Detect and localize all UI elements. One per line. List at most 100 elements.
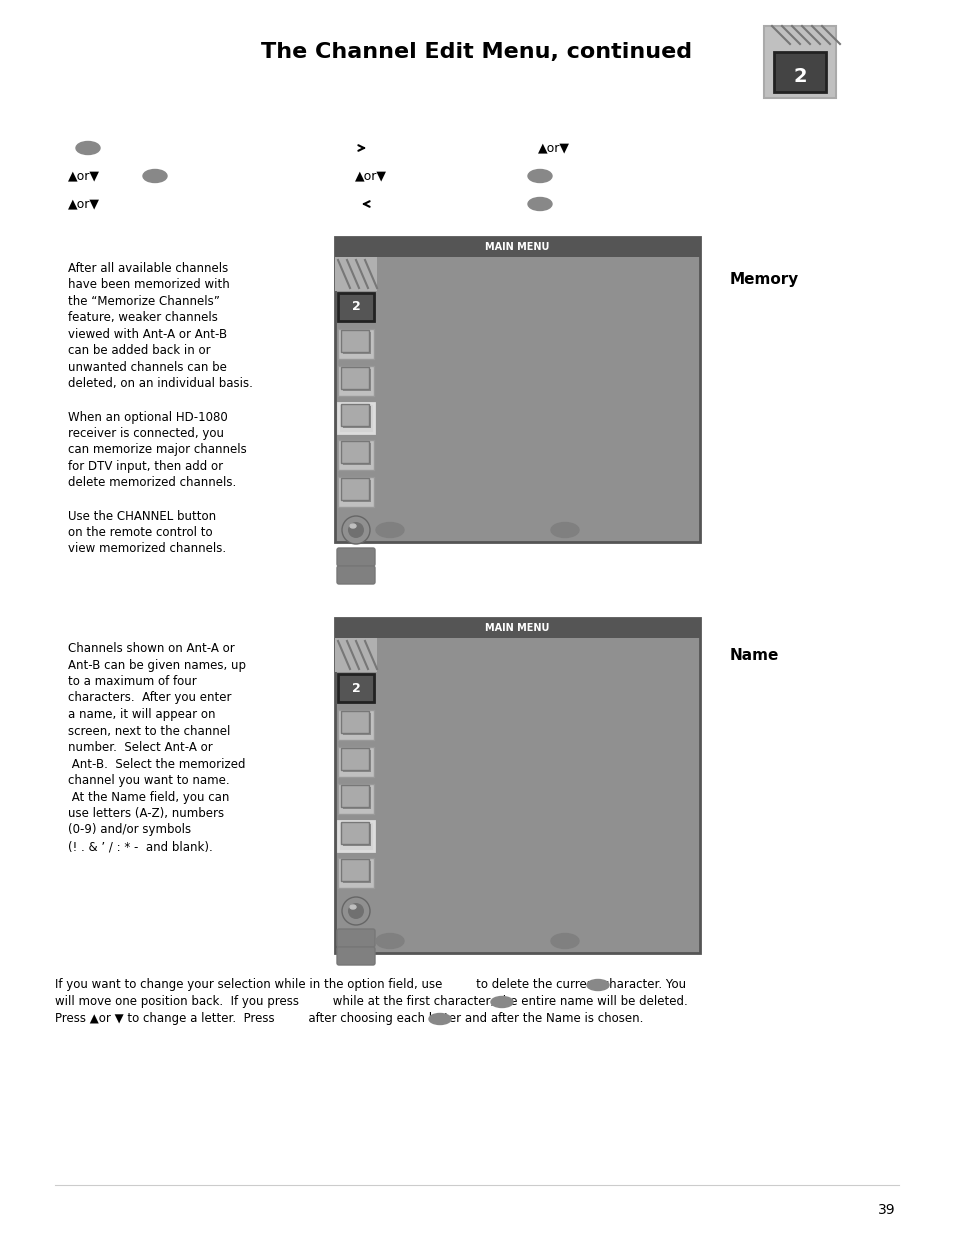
Bar: [340, 478, 369, 500]
Bar: [337, 858, 374, 888]
Ellipse shape: [350, 524, 355, 529]
Ellipse shape: [429, 1014, 451, 1025]
Text: have been memorized with: have been memorized with: [68, 279, 230, 291]
Bar: [335, 257, 376, 291]
Ellipse shape: [527, 198, 552, 210]
Text: can be added back in or: can be added back in or: [68, 345, 211, 357]
Bar: [337, 477, 374, 508]
FancyBboxPatch shape: [336, 947, 375, 965]
Bar: [340, 441, 369, 463]
Bar: [337, 747, 374, 777]
Bar: [343, 861, 371, 883]
Text: Channels shown on Ant-A or: Channels shown on Ant-A or: [68, 642, 234, 655]
Ellipse shape: [375, 934, 403, 948]
Text: receiver is connected, you: receiver is connected, you: [68, 427, 224, 440]
Bar: [343, 332, 371, 354]
Text: (! . & ’ / : * -  and blank).: (! . & ’ / : * - and blank).: [68, 840, 213, 853]
Text: feature, weaker channels: feature, weaker channels: [68, 311, 217, 325]
Text: for DTV input, then add or: for DTV input, then add or: [68, 459, 223, 473]
Text: unwanted channels can be: unwanted channels can be: [68, 361, 227, 374]
Ellipse shape: [350, 905, 355, 909]
Text: Ant-B.  Select the memorized: Ant-B. Select the memorized: [68, 757, 245, 771]
Bar: [337, 821, 374, 851]
Bar: [343, 369, 371, 391]
Bar: [340, 860, 369, 881]
Circle shape: [348, 522, 364, 538]
Ellipse shape: [143, 169, 167, 183]
Text: Name: Name: [729, 648, 779, 663]
Text: If you want to change your selection while in the option field, use         to d: If you want to change your selection whi…: [55, 978, 685, 990]
Text: viewed with Ant-A or Ant-B: viewed with Ant-A or Ant-B: [68, 329, 227, 341]
Bar: [337, 710, 374, 740]
Bar: [343, 787, 371, 809]
Text: the “Memorize Channels”: the “Memorize Channels”: [68, 295, 219, 308]
Bar: [337, 329, 374, 359]
Text: can memorize major channels: can memorize major channels: [68, 443, 247, 457]
Bar: [337, 674, 374, 701]
Bar: [337, 403, 374, 433]
Text: ▲or▼: ▲or▼: [537, 142, 569, 154]
Bar: [343, 480, 371, 501]
Text: will move one position back.  If you press         while at the first character,: will move one position back. If you pres…: [55, 995, 687, 1008]
Bar: [337, 366, 374, 396]
Text: ▲or▼: ▲or▼: [68, 198, 100, 210]
Text: a name, it will appear on: a name, it will appear on: [68, 708, 215, 721]
Ellipse shape: [551, 934, 578, 948]
Text: 2: 2: [352, 300, 360, 314]
Bar: [343, 824, 371, 846]
Text: At the Name field, you can: At the Name field, you can: [68, 790, 229, 804]
Ellipse shape: [527, 169, 552, 183]
Ellipse shape: [491, 997, 513, 1008]
FancyBboxPatch shape: [336, 548, 375, 566]
Bar: [335, 638, 376, 672]
Text: ▲or▼: ▲or▼: [355, 169, 387, 183]
Text: Press ▲or ▼ to change a letter.  Press         after choosing each letter and af: Press ▲or ▼ to change a letter. Press af…: [55, 1011, 642, 1025]
Bar: [340, 785, 369, 806]
Bar: [343, 713, 371, 735]
Bar: [337, 293, 374, 321]
Text: The Channel Edit Menu, continued: The Channel Edit Menu, continued: [261, 42, 692, 62]
Text: on the remote control to: on the remote control to: [68, 526, 213, 538]
Bar: [340, 404, 369, 426]
Text: number.  Select Ant-A or: number. Select Ant-A or: [68, 741, 213, 755]
Ellipse shape: [375, 522, 403, 537]
Bar: [340, 330, 369, 352]
Bar: [335, 237, 700, 542]
Text: screen, next to the channel: screen, next to the channel: [68, 725, 230, 737]
Bar: [335, 618, 700, 638]
Circle shape: [341, 897, 370, 925]
Bar: [337, 784, 374, 814]
Bar: [340, 823, 369, 844]
Ellipse shape: [76, 142, 100, 154]
Bar: [773, 52, 825, 91]
Text: deleted, on an individual basis.: deleted, on an individual basis.: [68, 378, 253, 390]
Text: 39: 39: [878, 1203, 895, 1216]
Text: channel you want to name.: channel you want to name.: [68, 774, 230, 787]
Text: to a maximum of four: to a maximum of four: [68, 676, 196, 688]
Bar: [340, 367, 369, 389]
FancyBboxPatch shape: [336, 929, 375, 947]
Bar: [335, 237, 700, 257]
Text: After all available channels: After all available channels: [68, 262, 228, 275]
Text: Use the CHANNEL button: Use the CHANNEL button: [68, 510, 216, 522]
Bar: [340, 711, 369, 734]
Ellipse shape: [551, 522, 578, 537]
Text: ▲or▼: ▲or▼: [68, 169, 100, 183]
Text: MAIN MENU: MAIN MENU: [485, 622, 549, 634]
Text: use letters (A-Z), numbers: use letters (A-Z), numbers: [68, 806, 224, 820]
Bar: [343, 406, 371, 429]
FancyBboxPatch shape: [336, 566, 375, 584]
Bar: [335, 618, 700, 953]
Bar: [763, 26, 835, 98]
Bar: [337, 440, 374, 471]
Circle shape: [341, 516, 370, 543]
Text: When an optional HD-1080: When an optional HD-1080: [68, 410, 228, 424]
Text: (0-9) and/or symbols: (0-9) and/or symbols: [68, 824, 191, 836]
Ellipse shape: [586, 979, 608, 990]
Bar: [340, 748, 369, 769]
Text: Ant-B can be given names, up: Ant-B can be given names, up: [68, 658, 246, 672]
Text: delete memorized channels.: delete memorized channels.: [68, 477, 236, 489]
Text: MAIN MENU: MAIN MENU: [485, 242, 549, 252]
Text: view memorized channels.: view memorized channels.: [68, 542, 226, 556]
Bar: [343, 750, 371, 772]
